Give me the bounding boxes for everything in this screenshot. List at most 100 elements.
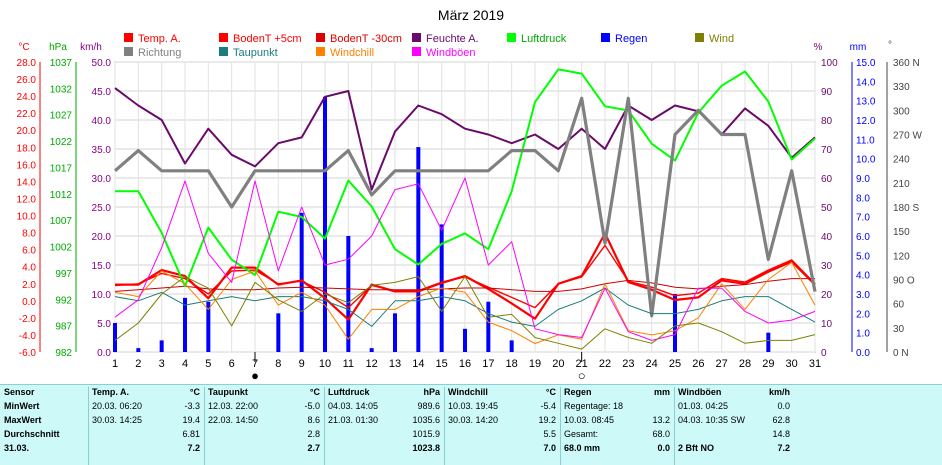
- x-tick-label: 8: [275, 358, 281, 370]
- deg-tick-label: 330: [893, 82, 910, 93]
- hpa-tick-label: 1032: [50, 84, 73, 95]
- deg-tick-label: 210: [893, 179, 910, 190]
- stats-row-label: 31.03.: [4, 443, 30, 453]
- hpa-unit-label: hPa: [49, 42, 67, 53]
- stats-row: 68.0 mm 0.0: [564, 441, 676, 455]
- hpa-tick-label: 1037: [50, 58, 73, 69]
- stats-value: 989.6: [417, 401, 440, 411]
- mm-tick-label: 15.0: [856, 58, 876, 69]
- hpa-tick-label: 1022: [50, 137, 73, 148]
- legend-swatch: [412, 47, 421, 56]
- kmh-unit-label: km/h: [80, 42, 102, 53]
- mm-tick-label: 2.0: [856, 309, 870, 320]
- x-tick-label: 23: [622, 358, 634, 370]
- mm-tick-label: 0.0: [856, 348, 870, 359]
- hpa-tick-label: 1012: [50, 190, 73, 201]
- rain-bar: [136, 348, 141, 352]
- mm-tick-label: 11.0: [856, 135, 875, 146]
- pct-tick-label: 90: [821, 87, 833, 98]
- x-tick-label: 6: [229, 358, 235, 370]
- series-line-richtung: [113, 96, 817, 318]
- stats-time: 20.03. 06:20: [92, 401, 143, 411]
- moon-phase-markers: ● ○: [251, 352, 586, 383]
- stats-header-unit: km/h: [768, 387, 790, 397]
- stats-row: 04.03. 14:05 989.6: [328, 399, 446, 413]
- mm-tick-label: 4.0: [856, 271, 870, 282]
- kmh-tick-label: 5.0: [97, 319, 111, 330]
- mm-tick-label: 10.0: [856, 155, 876, 166]
- x-tick-label: 21: [576, 358, 588, 370]
- pct-tick-label: 80: [821, 116, 833, 127]
- series-line-windb-en: [114, 177, 816, 341]
- mm-tick-label: 12.0: [856, 116, 876, 127]
- stats-value: -3.3: [184, 401, 200, 411]
- temp-tick-label: 20.0: [17, 126, 37, 137]
- rain-bar: [509, 340, 514, 352]
- stats-value: 14.8: [772, 429, 790, 439]
- stats-value: 7.0: [543, 443, 556, 453]
- hpa-tick-label: 1017: [50, 163, 73, 174]
- stats-row: Gesamt: 68.0: [564, 427, 676, 441]
- x-tick-label: 25: [669, 358, 681, 370]
- stats-header-unit: hPa: [423, 387, 440, 397]
- stats-value: 68.0: [652, 429, 670, 439]
- temp-tick-label: 12.0: [17, 194, 37, 205]
- stats-header-label: Temp. A.: [92, 387, 130, 397]
- rain-bar: [206, 301, 211, 352]
- legend-swatch: [124, 33, 133, 42]
- stats-column: Taupunkt °C 12.03. 22:00 -5.0 22.03. 14:50 8.…: [208, 385, 326, 465]
- mm-unit-label: mm: [850, 42, 867, 53]
- rain-bars: [113, 96, 771, 352]
- stats-time: 30.03. 14:20: [448, 415, 499, 425]
- legend-swatch: [601, 33, 610, 42]
- stats-row-label: MinWert: [4, 401, 40, 411]
- temp-unit-label: °C: [18, 42, 29, 53]
- legend-label: BodenT +5cm: [233, 33, 302, 45]
- rain-bar: [276, 313, 281, 352]
- stats-time: 21.03. 01:30: [328, 415, 379, 425]
- kmh-tick-label: 35.0: [92, 145, 112, 156]
- x-tick-label: 26: [692, 358, 704, 370]
- x-tick-label: 17: [482, 358, 494, 370]
- stats-row: 1023.8: [328, 441, 446, 455]
- x-tick-label: 12: [366, 358, 378, 370]
- stats-separator: [88, 387, 89, 465]
- stats-separator: [204, 387, 205, 465]
- x-tick-label: 22: [599, 358, 611, 370]
- stats-row: 10.03. 19:45 -5.4: [448, 399, 562, 413]
- stats-time: Gesamt:: [564, 429, 599, 439]
- deg-tick-label: 180 S: [893, 203, 919, 214]
- deg-unit-label: °: [888, 40, 892, 51]
- x-tick-label: 5: [205, 358, 211, 370]
- stats-header-label: Windchill: [448, 387, 488, 397]
- stats-column: Windchill °C 10.03. 19:45 -5.4 30.03. 14:20 1…: [448, 385, 562, 465]
- mm-tick-label: 3.0: [856, 290, 870, 301]
- hpa-tick-label: 992: [55, 295, 72, 306]
- rain-bar: [486, 301, 491, 352]
- stats-value: 1023.8: [412, 443, 440, 453]
- pct-tick-label: 60: [821, 174, 833, 185]
- stats-column-header: Regen mm: [564, 385, 676, 399]
- stats-value: 1035.6: [412, 415, 440, 425]
- stats-header-unit: mm: [653, 387, 670, 397]
- x-tick-label: 30: [786, 358, 798, 370]
- deg-tick-label: 0 N: [893, 348, 909, 359]
- stats-row: 7.0: [448, 441, 562, 455]
- stats-row: 6.81: [92, 427, 206, 441]
- x-tick-label: 19: [529, 358, 541, 370]
- deg-tick-label: 150: [893, 227, 910, 238]
- moon-phase-icon: ●: [251, 368, 259, 383]
- legend-swatch: [219, 47, 228, 56]
- rain-bar: [183, 297, 187, 352]
- legend-swatch: [695, 33, 704, 42]
- stats-header-label: Taupunkt: [208, 387, 248, 397]
- stats-time: 04.03. 10:35 SW: [678, 415, 746, 425]
- deg-tick-label: 120: [893, 251, 910, 262]
- moon-phase-icon: ○: [578, 368, 586, 383]
- weather-chart: März 2019 Temp. A. BodenT +5cm BodenT -30c…: [17, 7, 923, 383]
- rain-bar: [766, 332, 771, 352]
- stats-column-header: Luftdruck hPa: [328, 385, 446, 399]
- rain-bar: [393, 313, 397, 352]
- kmh-tick-label: 25.0: [92, 203, 112, 214]
- pct-tick-label: 70: [821, 145, 833, 156]
